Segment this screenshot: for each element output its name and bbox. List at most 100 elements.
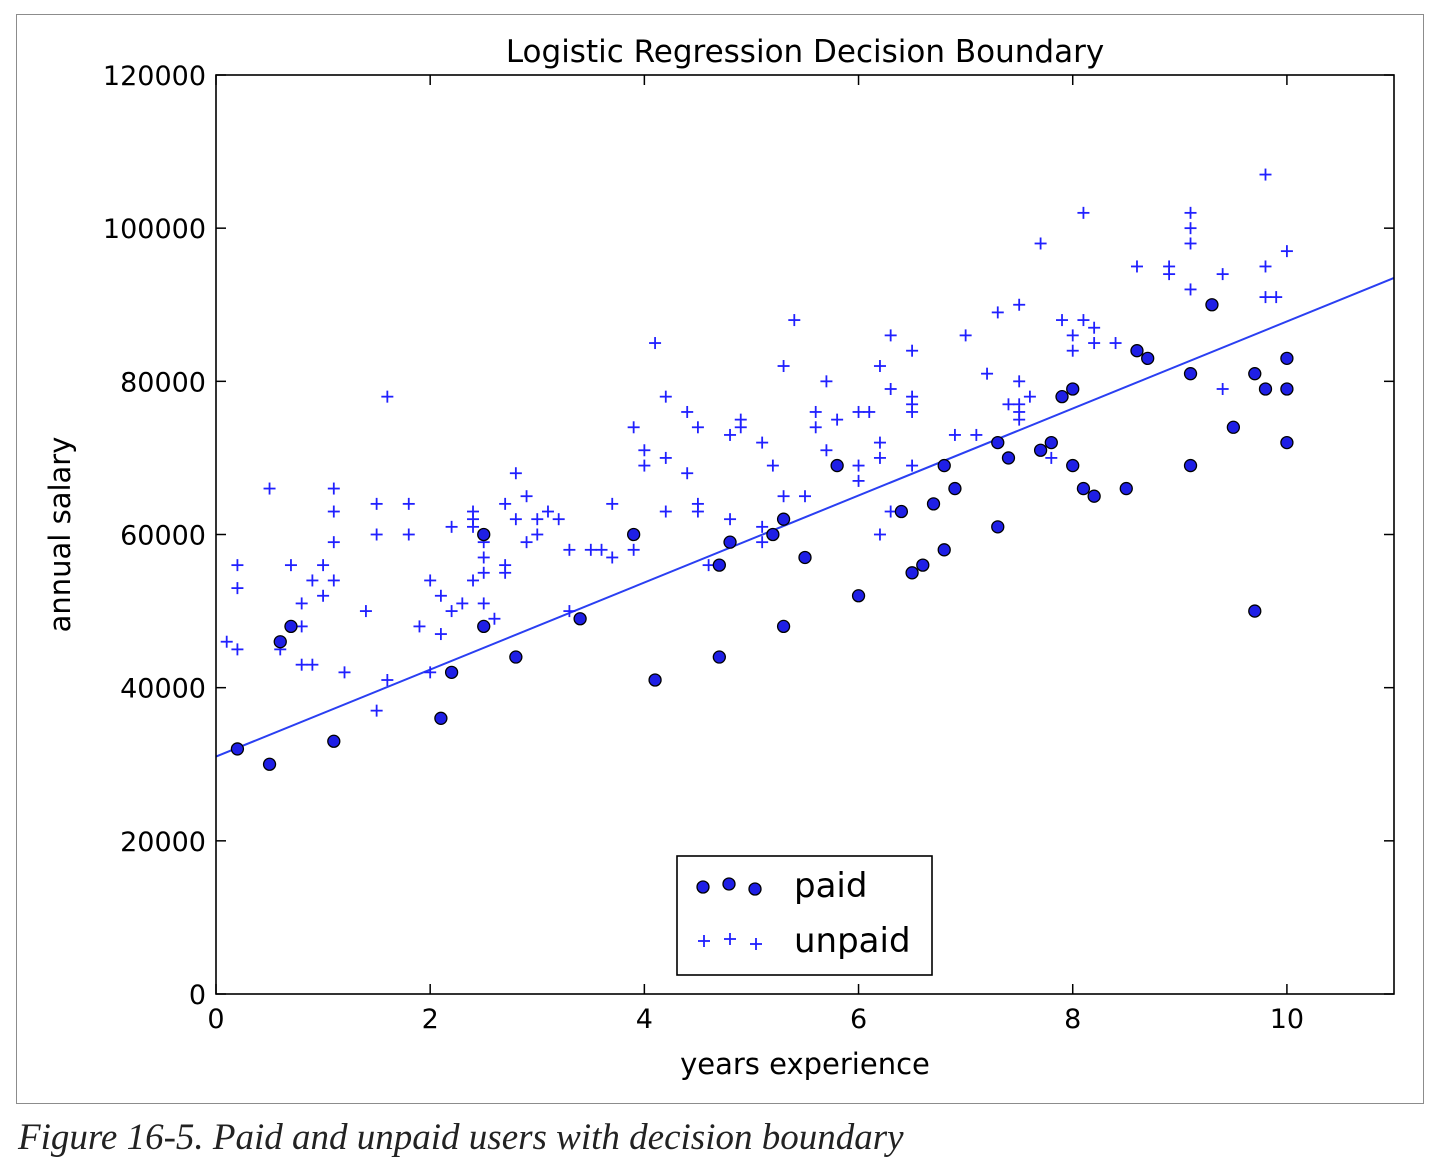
- paid-point: [948, 481, 962, 496]
- unpaid-point: [284, 559, 297, 572]
- unpaid-point: [820, 375, 833, 388]
- paid-point: [1130, 344, 1144, 358]
- unpaid-point: [799, 490, 811, 503]
- paid-point: [1076, 481, 1091, 496]
- paid-point: [1087, 489, 1101, 503]
- unpaid-point: [381, 390, 394, 403]
- paid-point: [1205, 298, 1219, 312]
- paid-point: [627, 527, 641, 542]
- paid-point: [1183, 458, 1198, 473]
- unpaid-point: [370, 528, 383, 541]
- x-tick-label: 8: [1064, 1004, 1081, 1035]
- unpaid-point: [434, 628, 447, 641]
- paid-point: [905, 566, 919, 580]
- unpaid-point: [413, 620, 426, 633]
- paid-point: [1044, 435, 1058, 450]
- unpaid-point: [1216, 268, 1229, 281]
- unpaid-point: [295, 620, 308, 633]
- unpaid-point: [477, 597, 490, 610]
- y-tick-label: 0: [189, 980, 206, 1011]
- unpaid-point: [649, 337, 662, 350]
- unpaid-point: [477, 551, 490, 564]
- x-tick-label: 10: [1270, 1004, 1304, 1035]
- paid-point: [991, 435, 1005, 450]
- paid-point: [1248, 367, 1262, 381]
- paid-point: [991, 520, 1005, 534]
- unpaid-point: [295, 597, 308, 610]
- unpaid-point: [873, 436, 886, 449]
- unpaid-point: [231, 559, 244, 572]
- plot-area-frame: [215, 74, 1395, 995]
- unpaid-point: [981, 367, 994, 380]
- unpaid-point: [809, 421, 822, 434]
- unpaid-point: [467, 520, 480, 533]
- unpaid-point: [691, 505, 704, 518]
- unpaid-point: [884, 329, 897, 342]
- unpaid-point: [424, 574, 437, 587]
- paid-point: [916, 558, 930, 572]
- legend-box: [676, 855, 933, 976]
- paid-point: [1055, 389, 1069, 404]
- unpaid-point: [884, 382, 897, 395]
- paid-point: [1119, 481, 1133, 496]
- paid-point: [284, 619, 298, 634]
- paid-point: [648, 673, 662, 687]
- paid-point: [262, 757, 277, 771]
- unpaid-point: [499, 497, 512, 510]
- legend: paid unpaid: [676, 855, 933, 976]
- x-axis-label: years experience: [680, 1047, 930, 1081]
- paid-point: [766, 527, 780, 542]
- legend-marker-paid: [722, 877, 736, 891]
- unpaid-point: [434, 589, 447, 602]
- paid-point: [327, 734, 341, 748]
- unpaid-point: [1013, 375, 1026, 388]
- unpaid-point: [724, 513, 737, 526]
- unpaid-point: [1034, 237, 1047, 250]
- paid-point: [1258, 382, 1273, 396]
- unpaid-point: [756, 520, 769, 533]
- paid-point: [712, 650, 726, 664]
- x-tick-label: 4: [636, 1004, 653, 1035]
- unpaid-point: [659, 505, 672, 518]
- unpaid-point: [1088, 321, 1101, 334]
- paid-point: [798, 550, 812, 565]
- unpaid-point: [445, 520, 458, 533]
- unpaid-point: [606, 497, 619, 510]
- unpaid-point: [906, 405, 919, 418]
- unpaid-point: [1216, 382, 1229, 395]
- unpaid-point: [220, 635, 233, 648]
- unpaid-point: [1184, 206, 1197, 219]
- unpaid-point: [906, 344, 919, 357]
- unpaid-point: [306, 658, 319, 671]
- unpaid-point: [1045, 451, 1058, 464]
- y-tick-label: 80000: [120, 367, 206, 398]
- unpaid-point: [1066, 344, 1079, 357]
- unpaid-point: [263, 482, 276, 495]
- legend-marker-unpaid: [724, 933, 736, 945]
- unpaid-point: [766, 459, 779, 472]
- unpaid-point: [1270, 291, 1283, 304]
- unpaid-point: [991, 306, 1004, 319]
- unpaid-point: [1077, 314, 1090, 327]
- paid-point: [1001, 451, 1016, 465]
- paid-point: [1066, 382, 1080, 396]
- scatter-chart: 0 2 4 6 8 10 0 20000 40000 60000 80000 100000 120000…: [43, 34, 1395, 1081]
- unpaid-point: [584, 543, 597, 556]
- unpaid-point: [231, 643, 244, 656]
- unpaid-point: [734, 421, 747, 434]
- paid-point: [1226, 420, 1241, 434]
- unpaid-point: [906, 459, 919, 472]
- unpaid-point: [948, 428, 961, 441]
- unpaid-point: [327, 574, 340, 587]
- unpaid-point: [863, 405, 876, 418]
- unpaid-point: [381, 674, 394, 687]
- unpaid-point: [959, 329, 972, 342]
- unpaid-point: [563, 543, 576, 556]
- unpaid-point: [1013, 413, 1026, 426]
- x-tick-label: 2: [422, 1004, 439, 1035]
- y-tick-label: 20000: [120, 827, 206, 858]
- unpaid-point: [327, 505, 340, 518]
- unpaid-point: [884, 505, 897, 518]
- unpaid-point: [1077, 206, 1090, 219]
- paid-point: [851, 589, 866, 603]
